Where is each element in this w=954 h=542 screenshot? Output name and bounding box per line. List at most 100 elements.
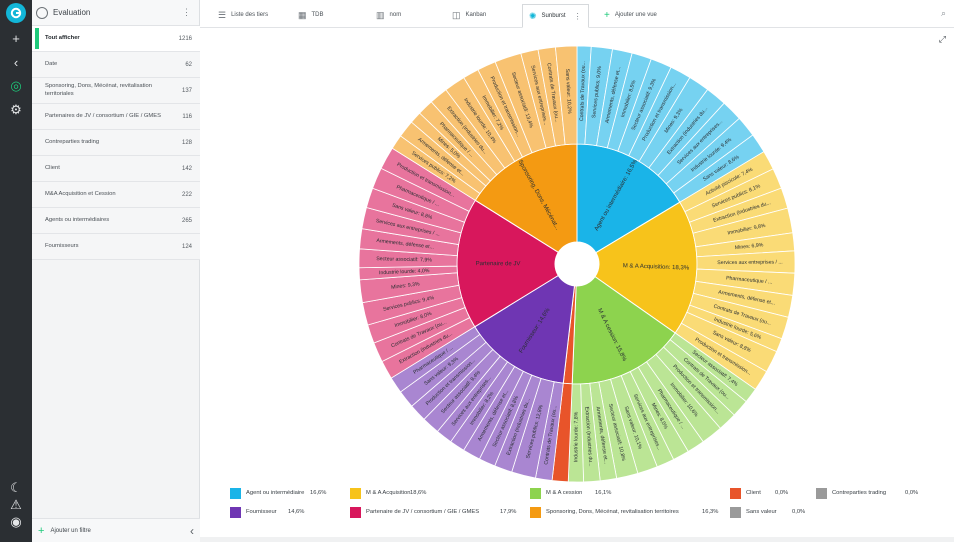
filter-item-label: M&A Acquisition et Cession <box>45 190 116 197</box>
legend-item[interactable]: Agent ou intermédiaire 16,6% <box>230 486 326 500</box>
legend-percentage: 16,1% <box>595 490 612 496</box>
tab-menu-icon[interactable]: ⋮ <box>573 11 582 21</box>
filter-item-label: Tout afficher <box>45 34 80 41</box>
add-filter-button[interactable]: Ajouter un filtre <box>50 527 91 534</box>
filter-list: Tout afficher 1216 Date 62 Sponsoring, Dons,… <box>32 26 200 260</box>
panel-menu-icon[interactable]: ⋮ <box>182 7 191 17</box>
legend-item[interactable]: Client 0,0% <box>730 486 788 500</box>
back-chevron-icon[interactable]: ‹ <box>13 54 19 70</box>
filter-item[interactable]: M&A Acquisition et Cession 222 <box>32 182 200 208</box>
legend-label: Contreparties trading <box>832 490 887 496</box>
filter-item-count: 222 <box>181 191 192 198</box>
legend-label: Sponsoring, Dons, Mécénat, revitalisatio… <box>546 509 679 515</box>
legend-swatch <box>350 487 361 499</box>
sunburst-inner-label: M & A Acquisition: 18,3% <box>623 263 690 271</box>
plus-icon: + <box>604 9 610 21</box>
filter-item[interactable]: Partenaires de JV / consortium / GIE / G… <box>32 104 200 130</box>
legend-percentage: 0,0% <box>775 490 789 496</box>
filter-item[interactable]: Agents ou intermédiaires 265 <box>32 208 200 234</box>
filter-item-label: Contreparties trading <box>45 138 100 145</box>
tab-label: Sunburst <box>541 13 566 19</box>
evaluation-icon <box>36 6 48 19</box>
tab-label: Kanban <box>465 12 487 18</box>
icon-rail: + ‹ ◎ ⚙ ☾ ⚠ ◉ <box>0 0 32 542</box>
sunburst-chart: Agent ou intermédiaire: 16,5%M & A Acqui… <box>358 45 796 483</box>
filter-item-label: Agents ou intermédiaires <box>45 216 110 223</box>
legend-item[interactable]: Sans valeur 0,0% <box>730 505 805 519</box>
sunburst-outer-label: Industrie lourde: 4,0% <box>379 268 430 276</box>
evaluation-icon[interactable]: ◎ <box>10 78 22 93</box>
filter-item[interactable]: Fournisseurs 124 <box>32 234 200 260</box>
panel-title: Evaluation <box>53 8 91 17</box>
settings-gear-icon[interactable]: ⚙ <box>10 102 22 117</box>
filter-item[interactable]: Client 142 <box>32 156 200 182</box>
bar-chart-icon: ▥ <box>376 9 385 20</box>
add-view-button[interactable]: + Ajouter une vue <box>598 4 663 26</box>
legend-label: M & A Acquisition <box>366 490 411 496</box>
filter-panel: Evaluation ⋮ Tout afficher 1216 Date 62 Spon… <box>32 0 200 542</box>
legend-percentage: 14,6% <box>288 509 305 515</box>
filter-item-label: Partenaires de JV / consortium / GIE / G… <box>45 112 161 119</box>
legend-swatch <box>350 506 361 518</box>
sunburst-outer-label: Extraction (industries du... <box>583 406 593 466</box>
legend-item[interactable]: Contreparties trading 0,0% <box>816 486 918 500</box>
sunburst-outer-label: Services aux entreprises / ... <box>717 259 783 266</box>
user-account-icon[interactable]: ◉ <box>10 514 22 529</box>
tab-nom[interactable]: ▥ nom <box>370 4 407 26</box>
add-icon[interactable]: + <box>12 30 20 46</box>
dark-mode-moon-icon[interactable]: ☾ <box>10 480 22 495</box>
sunburst-outer-label: Mines: 6,9% <box>735 242 764 251</box>
sunburst-icon: ✺ <box>529 10 537 21</box>
sunburst-center[interactable] <box>555 242 599 286</box>
sunburst-outer-segment[interactable] <box>554 45 578 146</box>
filter-item[interactable]: Date 62 <box>32 52 200 78</box>
filter-item-count: 62 <box>185 61 192 68</box>
filter-item-count: 1216 <box>178 35 192 42</box>
panel-footer: + Ajouter un filtre ‹ <box>32 518 200 542</box>
sunburst-outer-label: Sans valeur: 10,2% <box>564 69 572 115</box>
legend-label: Partenaire de JV / consortium / GIE / GM… <box>366 509 480 515</box>
view-tabs: ☰ Liste des tiers ▦ TDB ▥ nom ◫ Kanban ✺… <box>200 0 954 28</box>
sunburst-inner-label: Partenaire de JV <box>476 261 521 267</box>
tab-label: nom <box>389 12 402 18</box>
legend-label: M & A cession <box>546 490 583 496</box>
sunburst-outer-label: Pharmaceutique / ... <box>726 275 773 285</box>
filter-item-label: Client <box>45 164 60 171</box>
sunburst-outer-label: Mines: 9,3% <box>391 281 420 291</box>
search-icon[interactable]: ⌕ <box>940 8 946 18</box>
filter-item-label: Sponsoring, Dons, Mécénat, revitalisatio… <box>45 83 152 97</box>
legend-swatch <box>530 506 541 518</box>
tab-kanban[interactable]: ◫ Kanban <box>446 4 492 26</box>
filter-item-count: 142 <box>181 165 192 172</box>
legend-percentage: 0,0% <box>905 490 919 496</box>
warning-icon[interactable]: ⚠ <box>10 497 22 512</box>
legend-item[interactable]: M & A Acquisition 18,6% <box>350 486 426 500</box>
sunburst-outer-label: Services publics: 9,0% <box>591 66 603 119</box>
legend-percentage: 18,6% <box>410 490 427 496</box>
sunburst-chart-area: ⤢ Agent ou intermédiaire: 16,5% M & A Acq… <box>200 28 954 542</box>
tab-sunburst[interactable]: ✺ Sunburst ⋮ <box>522 4 589 28</box>
legend-item[interactable]: Partenaire de JV / consortium / GIE / GM… <box>350 505 516 519</box>
legend-swatch <box>730 506 741 518</box>
tab-tdb[interactable]: ▦ TDB <box>292 4 330 26</box>
legend-percentage: 17,9% <box>500 509 517 515</box>
legend-item[interactable]: Fournisseur 14,6% <box>230 505 304 519</box>
filter-item-count: 128 <box>181 139 192 146</box>
legend-percentage: 0,0% <box>792 509 806 515</box>
legend-label: Client <box>746 490 761 496</box>
add-filter-plus-icon[interactable]: + <box>38 524 45 537</box>
legend-item[interactable]: M & A cession 16,1% <box>530 486 611 500</box>
expand-fullscreen-icon[interactable]: ⤢ <box>938 34 946 44</box>
tab-liste-des-tiers[interactable]: ☰ Liste des tiers <box>212 4 274 26</box>
legend-percentage: 16,6% <box>310 490 327 496</box>
legend-swatch <box>230 487 241 499</box>
filter-item[interactable]: Sponsoring, Dons, Mécénat, revitalisatio… <box>32 78 200 104</box>
filter-item[interactable]: Tout afficher 1216 <box>32 26 200 52</box>
filter-item-label: Fournisseurs <box>45 242 79 249</box>
filter-item[interactable]: Contreparties trading 128 <box>32 130 200 156</box>
app-logo-icon[interactable] <box>6 3 26 23</box>
chart-legend: Agent ou intermédiaire 16,6% M & A Acquisi… <box>230 486 930 526</box>
collapse-panel-chevron-icon[interactable]: ‹ <box>190 523 194 538</box>
legend-item[interactable]: Sponsoring, Dons, Mécénat, revitalisatio… <box>530 505 718 519</box>
